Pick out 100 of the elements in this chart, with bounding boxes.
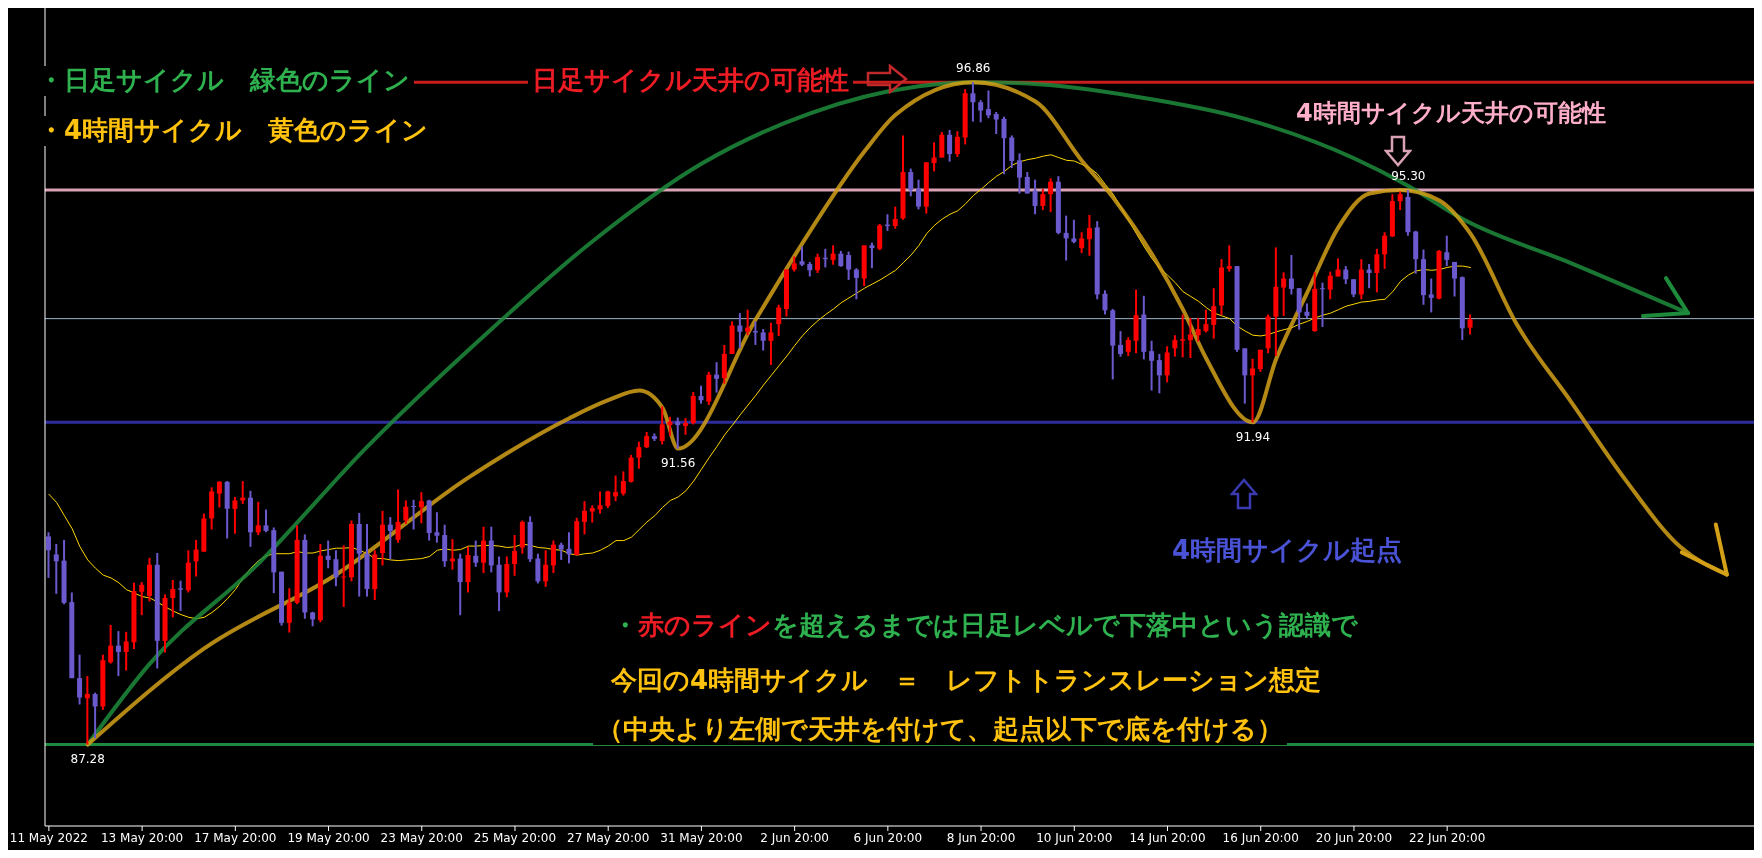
candlestick	[123, 630, 129, 672]
x-tick-label: 23 May 20:00	[380, 830, 463, 845]
candlestick	[1164, 345, 1170, 384]
x-tick-label: 8 Jun 20:00	[946, 830, 1016, 845]
candlestick	[1009, 134, 1015, 169]
candlestick	[597, 490, 603, 515]
candlestick	[1281, 271, 1287, 317]
x-tick-label: 16 Jun 20:00	[1222, 830, 1299, 845]
x-tick-label: 2 Jun 20:00	[760, 830, 829, 845]
annotation: 91.56	[660, 456, 696, 471]
candlestick	[947, 128, 953, 163]
candlestick	[193, 538, 199, 578]
annotation: 95.30	[1391, 169, 1426, 184]
candlestick	[53, 543, 59, 595]
x-tick-label: 6 Jun 20:00	[853, 830, 923, 845]
candlestick	[1203, 308, 1209, 334]
candlestick	[535, 552, 541, 585]
x-tick-label: 27 May 20:00	[567, 830, 650, 845]
candlestick	[403, 499, 409, 525]
candlestick	[954, 130, 960, 158]
candlestick	[1327, 270, 1333, 301]
candlestick	[411, 498, 417, 531]
candlestick	[1444, 234, 1450, 268]
candlestick	[1032, 178, 1038, 216]
candlestick	[877, 222, 883, 252]
candlestick	[178, 579, 184, 613]
candlestick	[333, 549, 339, 588]
candlestick	[1125, 336, 1131, 357]
candlestick	[869, 241, 875, 270]
candlestick	[1086, 213, 1092, 257]
candlestick	[286, 587, 292, 634]
x-tick-label: 17 May 20:00	[194, 830, 277, 845]
candlestick	[1226, 244, 1232, 273]
candlestick	[613, 474, 619, 503]
candlestick	[799, 245, 805, 268]
candlestick	[481, 525, 487, 575]
candlestick	[745, 308, 751, 337]
candlestick	[1382, 231, 1388, 270]
annotation: 91.94	[1235, 429, 1271, 444]
candlestick	[846, 250, 852, 281]
candlestick	[830, 244, 836, 266]
candlestick	[1319, 281, 1325, 328]
candlestick	[1180, 313, 1186, 359]
candlestick	[512, 534, 518, 577]
candlestick	[737, 312, 743, 350]
candlestick	[815, 252, 821, 275]
candlestick	[985, 89, 991, 120]
candlestick	[1211, 287, 1217, 340]
candlestick	[46, 531, 51, 579]
annotation: 赤のライン	[638, 610, 772, 640]
candlestick	[263, 508, 269, 534]
x-tick-label: 10 Jun 20:00	[1036, 830, 1113, 845]
annotation: 今回の4時間サイクル ＝ レフトトランスレーション想定	[611, 665, 1322, 695]
candlestick	[1467, 313, 1473, 336]
annotation: 4時間サイクル天井の可能性	[1296, 99, 1606, 127]
candlestick	[978, 99, 984, 124]
candlestick	[543, 549, 549, 588]
annotation: 96.86	[956, 61, 991, 76]
candlestick	[714, 361, 720, 394]
annotation: ・4時間サイクル 黄色のライン	[38, 115, 429, 145]
candlestick	[1079, 231, 1085, 254]
candlestick	[659, 405, 665, 446]
candlestick	[1102, 289, 1108, 316]
candlestick	[341, 544, 347, 608]
candlestick	[853, 267, 859, 301]
x-tick-label: 11 May 2022	[9, 830, 89, 845]
candlestick	[1048, 177, 1054, 214]
candlestick	[636, 440, 642, 470]
candlestick	[939, 130, 945, 159]
candlestick	[1149, 339, 1155, 392]
x-tick-label: 20 Jun 20:00	[1315, 830, 1393, 845]
annotation: 4時間サイクル起点	[1172, 535, 1403, 565]
candlestick	[1040, 187, 1046, 212]
candlestick	[768, 321, 774, 366]
candlestick	[1452, 260, 1458, 298]
candlestick	[77, 653, 83, 706]
candlestick	[620, 470, 626, 497]
candlestick	[216, 480, 222, 509]
candlestick	[92, 691, 98, 740]
annotation: ・日足サイクル 緑色のライン	[38, 65, 410, 95]
x-tick-label: 31 May 20:00	[660, 830, 743, 845]
candlestick	[434, 511, 440, 544]
candlestick	[108, 623, 114, 665]
candlestick	[916, 178, 922, 211]
candlestick	[170, 578, 176, 619]
candlestick	[892, 205, 898, 230]
candlestick	[550, 539, 556, 575]
candlestick	[776, 303, 782, 337]
candlestick	[232, 496, 238, 535]
candlestick	[84, 675, 90, 746]
x-tick-label: 22 Jun 20:00	[1409, 830, 1486, 845]
candlestick	[1001, 115, 1007, 176]
candlestick	[387, 516, 393, 561]
candlestick	[582, 500, 588, 536]
candlestick	[1156, 352, 1162, 395]
annotation: （中央より左側で天井を付けて、起点以下で底を付ける）	[597, 714, 1283, 744]
candlestick	[1071, 218, 1077, 245]
candlestick	[1195, 316, 1201, 343]
annotation: 87.28	[70, 752, 105, 767]
candlestick	[908, 167, 914, 198]
